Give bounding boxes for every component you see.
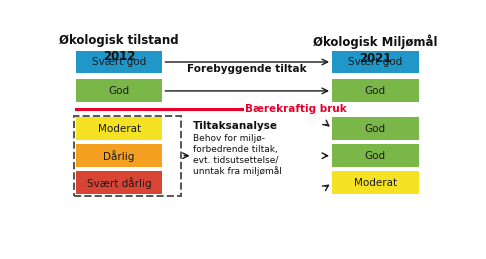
Text: Behov for miljø-
forbedrende tiltak,
evt. tidsutsettelse/
unntak fra miljømål: Behov for miljø- forbedrende tiltak, evt…: [192, 134, 281, 176]
Bar: [74, 116, 181, 196]
Text: Økologisk Miljømål
2021: Økologisk Miljømål 2021: [313, 34, 437, 65]
Text: Moderat: Moderat: [354, 178, 397, 188]
Bar: [76, 171, 162, 194]
Text: Svært god: Svært god: [348, 57, 402, 67]
Text: God: God: [364, 151, 386, 161]
Bar: [76, 117, 162, 140]
Bar: [332, 117, 418, 140]
Bar: [332, 171, 418, 194]
Bar: [76, 51, 162, 74]
Bar: [76, 80, 162, 102]
Bar: [332, 80, 418, 102]
Text: Svært god: Svært god: [92, 57, 146, 67]
Bar: [332, 51, 418, 74]
Text: God: God: [108, 86, 130, 96]
Text: Tiltaksanalyse: Tiltaksanalyse: [192, 121, 278, 131]
Text: God: God: [364, 86, 386, 96]
Text: Dårlig: Dårlig: [104, 150, 135, 162]
Text: Moderat: Moderat: [98, 124, 140, 134]
Text: God: God: [364, 124, 386, 134]
Text: Økologisk tilstand
2012: Økologisk tilstand 2012: [59, 34, 179, 63]
Text: Bærekraftig bruk: Bærekraftig bruk: [245, 104, 347, 114]
Bar: [76, 144, 162, 167]
Text: Forebyggende tiltak: Forebyggende tiltak: [188, 64, 307, 74]
Bar: [332, 144, 418, 167]
Text: Svært dårlig: Svært dårlig: [87, 177, 152, 189]
